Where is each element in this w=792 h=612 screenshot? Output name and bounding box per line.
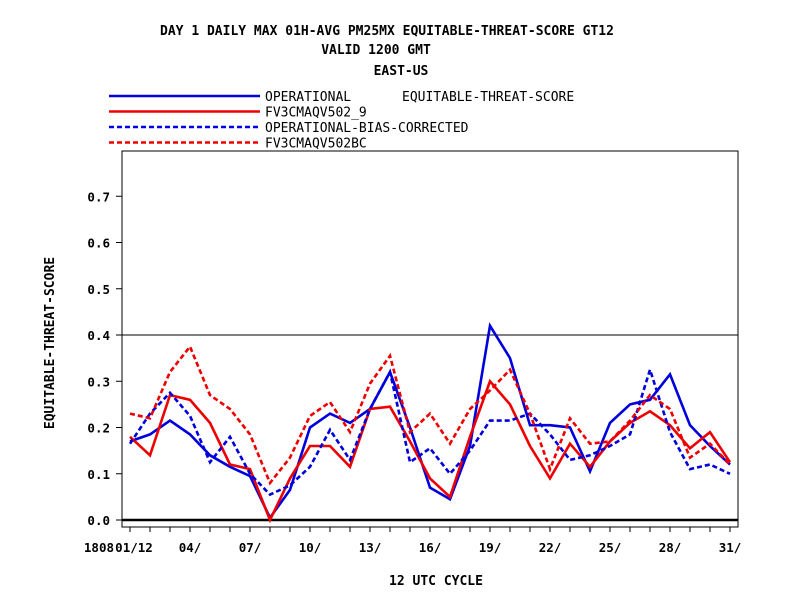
x-tick-label: 10/ bbox=[299, 540, 322, 555]
legend-entry-label: OPERATIONAL-BIAS-CORRECTED bbox=[265, 121, 469, 136]
plot-area: 0.0 0.1 0.2 0.3 0.4 0.5 0.6 0.7 1808 01/12 04/07/1… bbox=[84, 150, 742, 555]
y-tick-label: 0.3 bbox=[87, 374, 110, 389]
legend-entry-label: FV3CMAQV502_9 bbox=[265, 106, 367, 121]
x-axis-label: 12 UTC CYCLE bbox=[389, 574, 483, 589]
y-tick-label: 0.2 bbox=[87, 421, 110, 436]
x-tick-label: 28/ bbox=[659, 540, 682, 555]
x-tick-label: 16/ bbox=[419, 540, 442, 555]
y-axis-label: EQUITABLE-THREAT-SCORE bbox=[43, 257, 58, 429]
legend-note: EQUITABLE-THREAT-SCORE bbox=[402, 90, 574, 105]
x-tick-label: 25/ bbox=[599, 540, 622, 555]
chart-title-line-1: DAY 1 DAILY MAX 01H-AVG PM25MX EQUITABLE… bbox=[160, 24, 614, 39]
series-line-operational-bias-corrected bbox=[128, 365, 731, 497]
y-tick-label: 0.6 bbox=[87, 236, 110, 251]
x-tick-label: 07/ bbox=[239, 540, 262, 555]
y-tick-label: 0.5 bbox=[87, 282, 110, 297]
y-tick-label: 0.1 bbox=[87, 467, 110, 482]
x-tick-label: 22/ bbox=[539, 540, 562, 555]
chart-title-line-2: VALID 1200 GMT bbox=[321, 43, 431, 58]
x-tick-label: 01/12 bbox=[115, 540, 153, 555]
y-tick-label: 0.4 bbox=[87, 328, 110, 343]
plot-frame bbox=[121, 150, 739, 528]
x-tick-label: 04/ bbox=[179, 540, 202, 555]
series-line-fv3cmaqv502bc bbox=[129, 344, 731, 486]
x-tick-prefix-label: 1808 bbox=[84, 540, 114, 555]
y-tick-label: 0.0 bbox=[87, 513, 110, 528]
series-line-fv3cmaqv502-9 bbox=[129, 378, 732, 524]
x-tick-label: 19/ bbox=[479, 540, 502, 555]
x-tick-label: 31/ bbox=[719, 540, 742, 555]
legend-entry-label: FV3CMAQV502BC bbox=[265, 137, 367, 152]
chart-titles: DAY 1 DAILY MAX 01H-AVG PM25MX EQUITABLE… bbox=[160, 24, 614, 79]
chart-title-line-3: EAST-US bbox=[374, 64, 429, 79]
x-tick-label: 13/ bbox=[359, 540, 382, 555]
legend: OPERATIONALFV3CMAQV502_9OPERATIONAL-BIAS… bbox=[109, 90, 574, 152]
y-tick-label: 0.7 bbox=[87, 189, 110, 204]
series-line-operational bbox=[129, 322, 731, 521]
legend-entry-label: OPERATIONAL bbox=[265, 90, 351, 105]
